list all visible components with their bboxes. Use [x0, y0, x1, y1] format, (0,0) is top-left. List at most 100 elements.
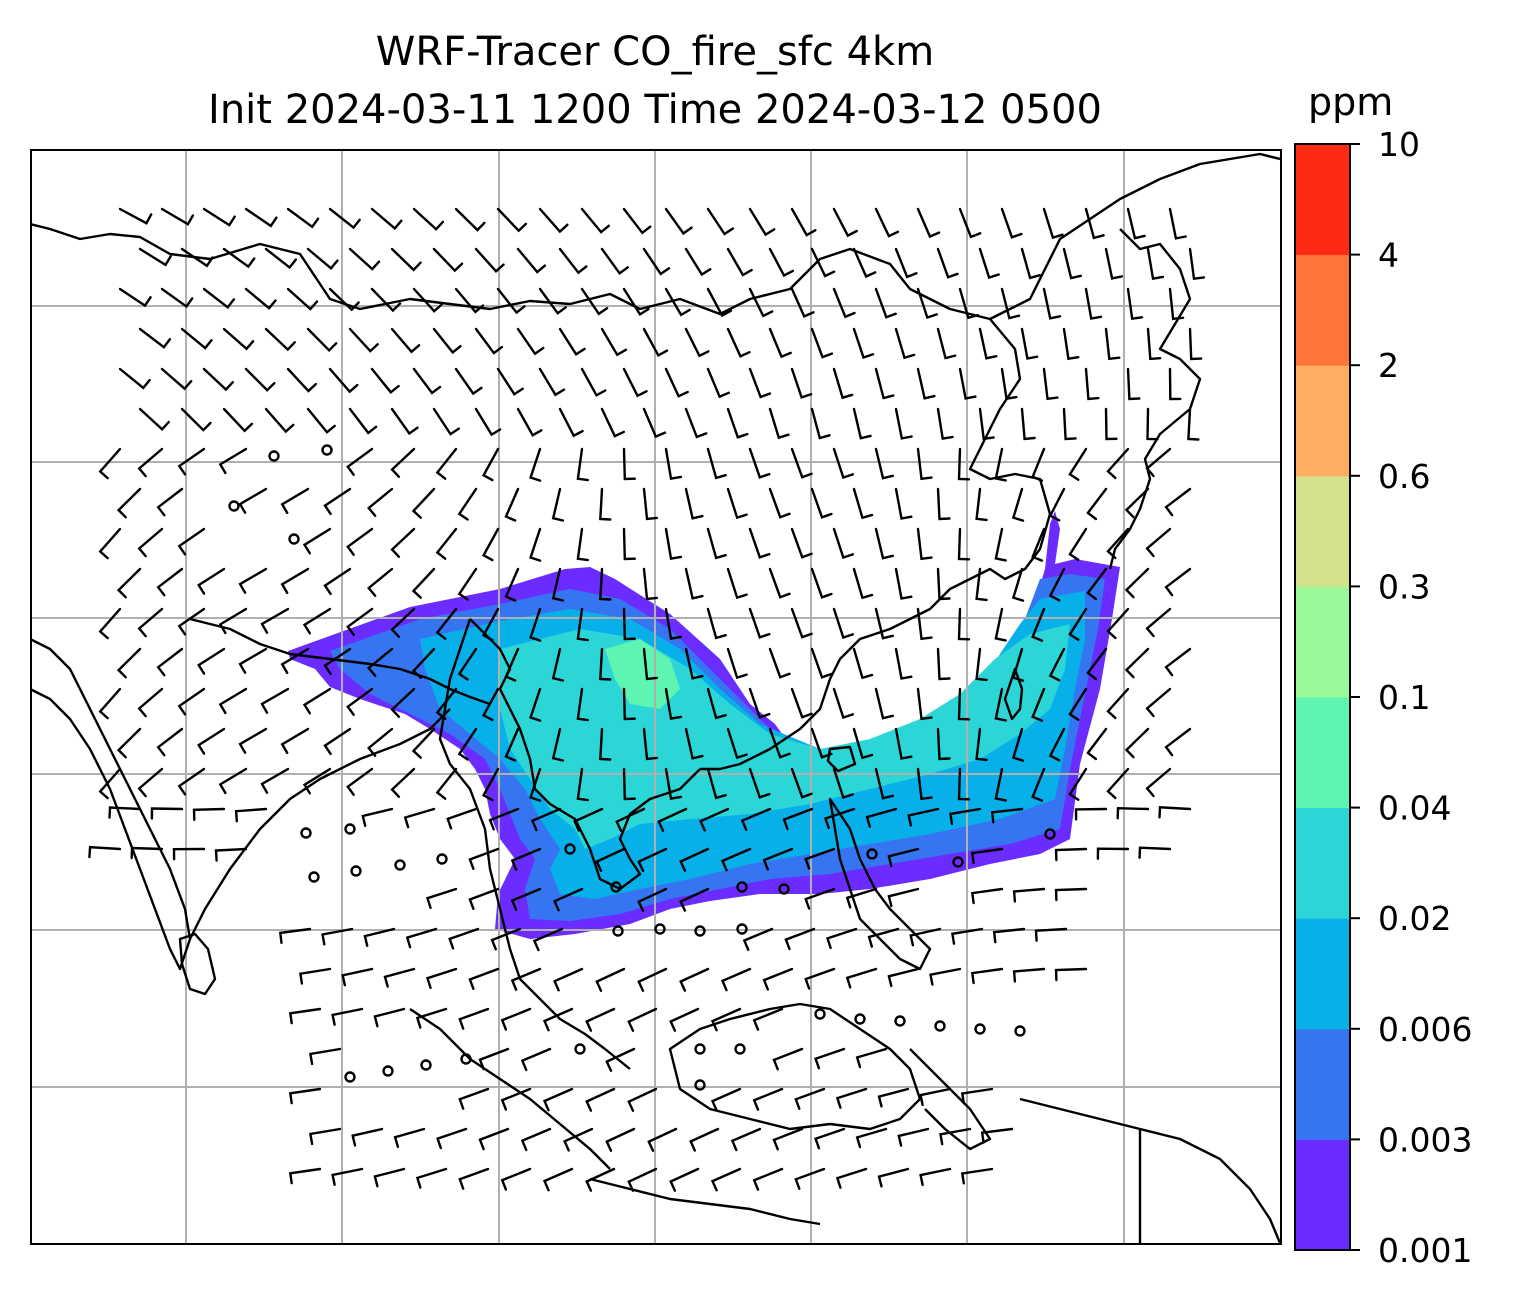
calm-wind-circle	[382, 1065, 394, 1077]
wind-barb	[637, 847, 668, 872]
wind-barb	[160, 207, 195, 226]
wind-barb	[664, 367, 689, 398]
wind-barb	[222, 407, 254, 433]
wind-barb	[1106, 607, 1130, 640]
wind-barb	[684, 407, 708, 439]
wind-barb	[370, 207, 403, 231]
wind-barb	[936, 407, 954, 440]
wind-barb	[710, 1007, 742, 1032]
wind-barb	[538, 207, 569, 234]
wind-barb	[454, 207, 486, 232]
wind-barb	[299, 967, 332, 985]
wind-barb	[1042, 207, 1064, 240]
wind-barb	[474, 247, 505, 273]
wind-barb	[412, 207, 445, 231]
wind-barb	[244, 287, 277, 310]
wind-barb	[1164, 647, 1192, 677]
wind-barb	[214, 847, 248, 862]
wind-barb	[664, 607, 683, 640]
wind-barb	[990, 807, 1024, 824]
wind-barb	[156, 487, 184, 517]
wind-barb	[664, 447, 683, 480]
wind-barb	[874, 527, 894, 560]
wind-barb	[706, 607, 727, 640]
wind-barb	[825, 927, 858, 950]
coastline-india	[30, 637, 192, 971]
wind-barb	[790, 687, 813, 719]
wind-barb	[457, 487, 478, 521]
wind-barb	[558, 327, 586, 356]
wind-barb	[874, 447, 894, 480]
wind-barb	[436, 1127, 468, 1150]
wind-barb	[790, 607, 813, 639]
wind-barb	[331, 1167, 364, 1186]
wind-barb	[306, 407, 336, 434]
wind-barb	[684, 727, 704, 760]
calm-wind-circle	[952, 856, 964, 868]
wind-barb	[699, 807, 730, 832]
wind-barb	[1074, 807, 1108, 821]
wind-barb	[1031, 527, 1046, 562]
wind-barb	[367, 487, 394, 517]
wind-barb	[341, 967, 374, 987]
wind-barb	[958, 207, 982, 239]
wind-barb	[960, 1087, 994, 1105]
wind-barb	[877, 1167, 910, 1188]
wind-barb	[790, 527, 813, 559]
wind-barb	[448, 927, 480, 950]
colorbar-swatch	[1295, 586, 1350, 698]
calm-wind-circle	[420, 1059, 432, 1071]
calm-wind-circle	[394, 859, 406, 871]
wind-barb	[1086, 487, 1108, 521]
wind-barb	[1096, 847, 1130, 860]
wind-barb	[280, 727, 310, 755]
wind-barb	[909, 927, 942, 947]
wind-barbs	[88, 207, 1206, 1192]
wind-barb	[435, 607, 458, 640]
wind-barb	[563, 1127, 594, 1152]
wind-barb	[496, 287, 526, 315]
wind-barb	[939, 1127, 972, 1146]
wind-barb	[238, 647, 268, 674]
wind-barb	[642, 487, 659, 521]
wind-barb	[782, 807, 814, 831]
wind-barb	[726, 727, 748, 760]
wind-barb	[852, 247, 877, 279]
wind-barb	[177, 527, 206, 556]
colorbar-tick-label: 10	[1378, 130, 1420, 164]
calm-wind-circle	[350, 865, 362, 877]
wind-barb	[222, 327, 255, 351]
wind-barb	[916, 687, 933, 721]
wind-barb	[218, 607, 248, 635]
wind-barb	[684, 327, 710, 358]
wind-barb	[706, 767, 727, 800]
wind-barb	[367, 727, 394, 757]
wind-barb	[137, 607, 164, 638]
wind-barb	[538, 287, 567, 315]
wind-barb	[302, 767, 332, 795]
wind-barb	[458, 1167, 490, 1190]
wind-barb	[435, 687, 458, 720]
wind-barb	[874, 687, 894, 720]
wind-barb	[642, 327, 669, 358]
wind-barb	[390, 247, 422, 272]
wind-barb	[411, 567, 436, 599]
wind-barb	[218, 767, 248, 795]
wind-barb	[1106, 447, 1130, 480]
wind-barb	[348, 407, 378, 435]
wind-barb	[642, 407, 667, 439]
wind-barb	[118, 207, 153, 225]
wind-barb	[309, 1047, 342, 1066]
wind-barb	[957, 607, 971, 641]
wind-barb	[286, 287, 319, 311]
calm-wind-circle	[736, 923, 748, 935]
wind-barb	[328, 287, 360, 312]
colorbar: 0.001 0.003 0.006 0.02 0.04 0.1 0.3 0.6 2 4 10	[1294, 130, 1472, 1270]
wind-barb	[373, 1167, 406, 1188]
wind-barb	[1062, 327, 1080, 361]
wind-barb	[855, 1047, 888, 1069]
wind-barb	[726, 327, 751, 358]
wind-barb	[752, 1087, 784, 1111]
wind-barb	[390, 527, 416, 558]
wind-barb	[1104, 407, 1118, 441]
